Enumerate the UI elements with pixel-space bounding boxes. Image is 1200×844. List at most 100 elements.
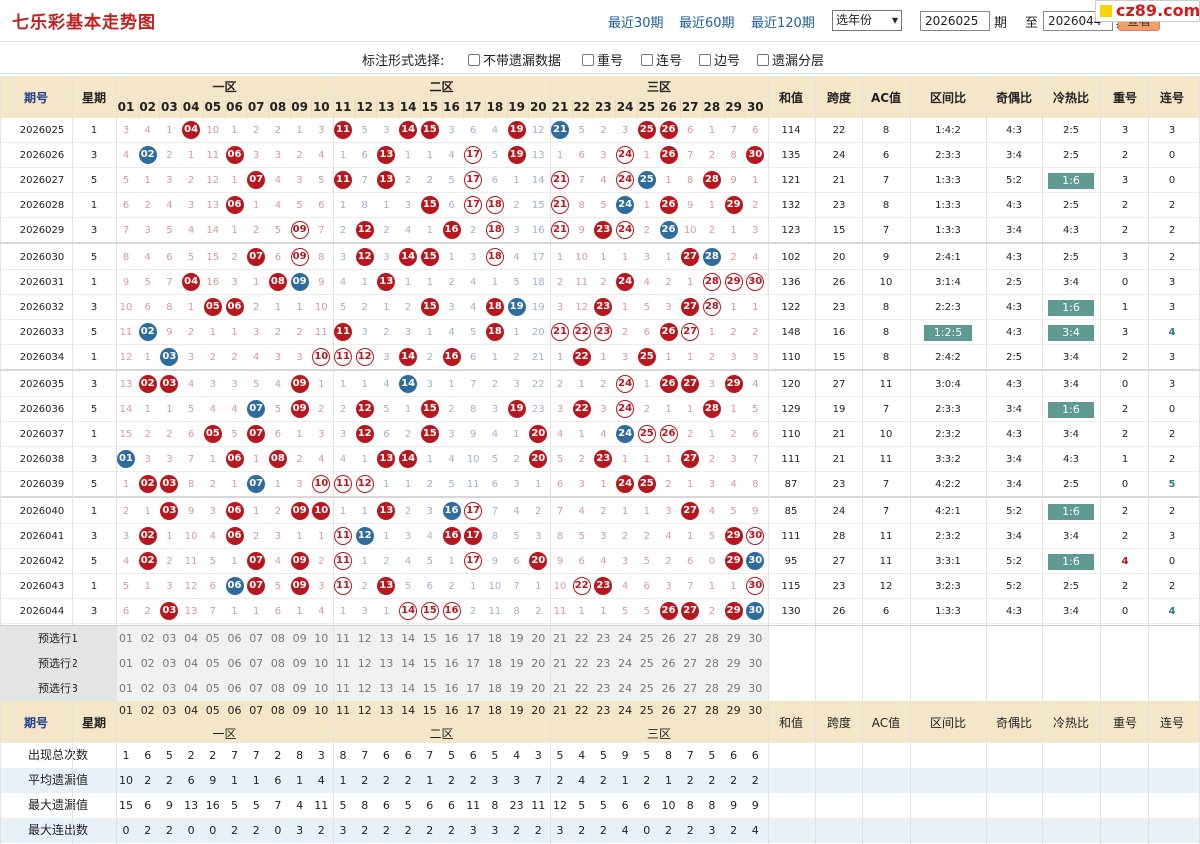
recent-30-link[interactable]: 最近30期 bbox=[608, 16, 664, 31]
preselect-number[interactable]: 23 bbox=[596, 657, 611, 670]
option-repeat[interactable]: 重号 bbox=[582, 50, 623, 69]
preselect-number[interactable]: 25 bbox=[639, 632, 654, 645]
preselect-number[interactable]: 13 bbox=[379, 632, 394, 645]
preselect-number[interactable]: 09 bbox=[292, 632, 307, 645]
preselect-number[interactable]: 06 bbox=[227, 632, 242, 645]
preselect-number[interactable]: 21 bbox=[553, 632, 567, 645]
checkbox-icon[interactable] bbox=[468, 54, 480, 66]
preselect-number[interactable]: 18 bbox=[487, 632, 502, 645]
preselect-number[interactable]: 30 bbox=[748, 657, 763, 670]
preselect-number[interactable]: 10 bbox=[314, 682, 329, 695]
preselect-number[interactable]: 10 bbox=[314, 632, 329, 645]
preselect-number[interactable]: 26 bbox=[661, 632, 676, 645]
preselect-number[interactable]: 23 bbox=[596, 632, 611, 645]
preselect-number[interactable]: 18 bbox=[487, 657, 502, 670]
preselect-number[interactable]: 24 bbox=[618, 682, 633, 695]
preselect-number[interactable]: 02 bbox=[140, 657, 155, 670]
preselect-number[interactable]: 21 bbox=[553, 682, 567, 695]
preselect-number[interactable]: 19 bbox=[509, 682, 524, 695]
preselect-number[interactable]: 16 bbox=[444, 632, 459, 645]
preselect-number[interactable]: 07 bbox=[249, 657, 264, 670]
preselect-number[interactable]: 24 bbox=[618, 657, 633, 670]
year-select[interactable]: 选年份 bbox=[832, 10, 902, 31]
preselect-number[interactable]: 17 bbox=[466, 682, 481, 695]
preselect-number[interactable]: 24 bbox=[618, 632, 633, 645]
footer-issue-header[interactable]: 期号 bbox=[23, 716, 48, 730]
preselect-number[interactable]: 19 bbox=[509, 632, 524, 645]
preselect-number[interactable]: 05 bbox=[205, 682, 220, 695]
preselect-number[interactable]: 04 bbox=[184, 657, 199, 670]
preselect-number[interactable]: 08 bbox=[270, 682, 285, 695]
preselect-number[interactable]: 01 bbox=[119, 657, 133, 670]
preselect-number[interactable]: 27 bbox=[683, 657, 698, 670]
preselect-number[interactable]: 12 bbox=[357, 632, 372, 645]
preselect-number[interactable]: 29 bbox=[726, 682, 741, 695]
preselect-number[interactable]: 10 bbox=[314, 657, 329, 670]
preselect-number[interactable]: 05 bbox=[205, 657, 220, 670]
preselect-number[interactable]: 27 bbox=[683, 632, 698, 645]
preselect-number[interactable]: 08 bbox=[270, 657, 285, 670]
preselect-number[interactable]: 29 bbox=[726, 632, 741, 645]
preselect-number[interactable]: 20 bbox=[531, 657, 546, 670]
preselect-number[interactable]: 03 bbox=[162, 632, 177, 645]
preselect-number[interactable]: 03 bbox=[162, 682, 177, 695]
preselect-number[interactable]: 07 bbox=[249, 682, 264, 695]
preselect-number[interactable]: 15 bbox=[422, 657, 437, 670]
preselect-number[interactable]: 06 bbox=[227, 682, 242, 695]
preselect-number[interactable]: 11 bbox=[336, 682, 350, 695]
preselect-number[interactable]: 21 bbox=[553, 657, 567, 670]
option-edge[interactable]: 边号 bbox=[699, 50, 740, 69]
preselect-number[interactable]: 14 bbox=[401, 657, 416, 670]
preselect-number[interactable]: 09 bbox=[292, 682, 307, 695]
preselect-number[interactable]: 20 bbox=[531, 632, 546, 645]
preselect-number[interactable]: 27 bbox=[683, 682, 698, 695]
checkbox-icon[interactable] bbox=[757, 54, 769, 66]
preselect-number[interactable]: 12 bbox=[357, 682, 372, 695]
preselect-number[interactable]: 26 bbox=[661, 682, 676, 695]
preselect-number[interactable]: 25 bbox=[639, 657, 654, 670]
preselect-number[interactable]: 22 bbox=[574, 657, 589, 670]
preselect-number[interactable]: 01 bbox=[119, 632, 133, 645]
preselect-number[interactable]: 04 bbox=[184, 632, 199, 645]
preselect-number[interactable]: 16 bbox=[444, 682, 459, 695]
preselect-number[interactable]: 28 bbox=[704, 632, 719, 645]
option-layer[interactable]: 遗漏分层 bbox=[757, 50, 824, 69]
checkbox-icon[interactable] bbox=[582, 54, 594, 66]
preselect-number[interactable]: 19 bbox=[509, 657, 524, 670]
preselect-number[interactable]: 26 bbox=[661, 657, 676, 670]
checkbox-icon[interactable] bbox=[641, 54, 653, 66]
preselect-number[interactable]: 12 bbox=[357, 657, 372, 670]
preselect-number[interactable]: 22 bbox=[574, 682, 589, 695]
preselect-number[interactable]: 16 bbox=[444, 657, 459, 670]
preselect-number[interactable]: 13 bbox=[379, 657, 394, 670]
preselect-number[interactable]: 04 bbox=[184, 682, 199, 695]
preselect-number[interactable]: 13 bbox=[379, 682, 394, 695]
preselect-number[interactable]: 29 bbox=[726, 657, 741, 670]
preselect-number[interactable]: 28 bbox=[704, 657, 719, 670]
preselect-number[interactable]: 09 bbox=[292, 657, 307, 670]
preselect-number[interactable]: 11 bbox=[336, 632, 350, 645]
issue-header[interactable]: 期号 bbox=[23, 91, 48, 105]
preselect-number[interactable]: 02 bbox=[140, 632, 155, 645]
preselect-number[interactable]: 17 bbox=[466, 632, 481, 645]
preselect-number[interactable]: 23 bbox=[596, 682, 611, 695]
preselect-number[interactable]: 02 bbox=[140, 682, 155, 695]
preselect-number[interactable]: 30 bbox=[748, 682, 763, 695]
preselect-number[interactable]: 11 bbox=[336, 657, 350, 670]
preselect-number[interactable]: 03 bbox=[162, 657, 177, 670]
preselect-number[interactable]: 14 bbox=[401, 632, 416, 645]
preselect-number[interactable]: 06 bbox=[227, 657, 242, 670]
preselect-number[interactable]: 14 bbox=[401, 682, 416, 695]
preselect-number[interactable]: 25 bbox=[639, 682, 654, 695]
preselect-number[interactable]: 15 bbox=[422, 632, 437, 645]
option-consecutive[interactable]: 连号 bbox=[641, 50, 682, 69]
preselect-number[interactable]: 28 bbox=[704, 682, 719, 695]
preselect-number[interactable]: 17 bbox=[466, 657, 481, 670]
checkbox-icon[interactable] bbox=[699, 54, 711, 66]
preselect-number[interactable]: 22 bbox=[574, 632, 589, 645]
preselect-number[interactable]: 08 bbox=[270, 632, 285, 645]
from-issue-input[interactable]: 2026025 bbox=[920, 11, 990, 31]
preselect-number[interactable]: 01 bbox=[119, 682, 133, 695]
preselect-number[interactable]: 15 bbox=[422, 682, 437, 695]
preselect-number[interactable]: 05 bbox=[205, 632, 220, 645]
